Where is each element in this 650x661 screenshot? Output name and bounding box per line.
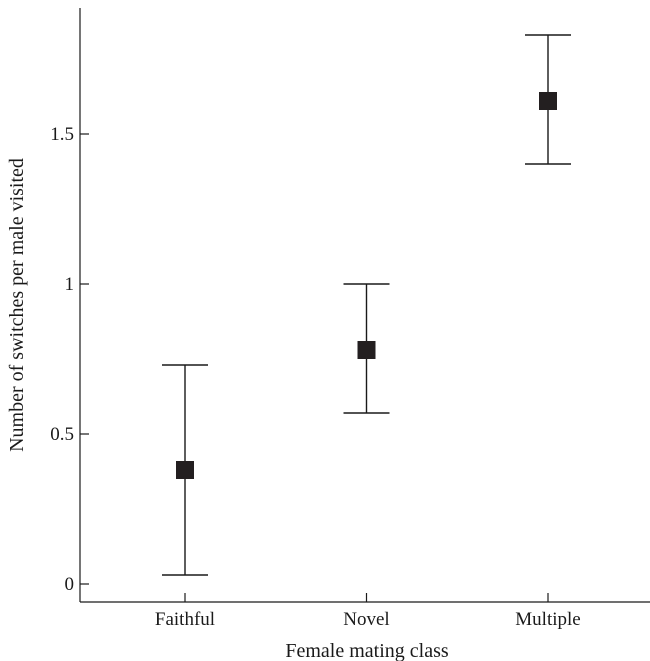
data-point-marker <box>539 92 557 110</box>
plot-area: 0 0.5 1 1.5 Faithful Novel Multiple <box>50 8 650 630</box>
x-tick-label: Faithful <box>155 609 215 630</box>
y-tick-label: 1.5 <box>50 124 74 145</box>
data-point-marker <box>357 341 376 359</box>
x-tick-label: Multiple <box>515 609 580 630</box>
data-point-marker <box>176 461 194 479</box>
x-axis-title: Female mating class <box>285 640 449 661</box>
y-axis-ticks: 0 0.5 1 1.5 <box>50 124 89 595</box>
y-tick-label: 0.5 <box>50 424 74 445</box>
x-axis-ticks: Faithful Novel Multiple <box>155 593 581 630</box>
y-tick-label: 0 <box>65 574 75 595</box>
x-tick-label: Novel <box>343 609 389 630</box>
y-tick-label: 1 <box>65 274 75 295</box>
y-axis-title: Number of switches per male visited <box>6 158 28 452</box>
data-marks <box>162 34 571 576</box>
